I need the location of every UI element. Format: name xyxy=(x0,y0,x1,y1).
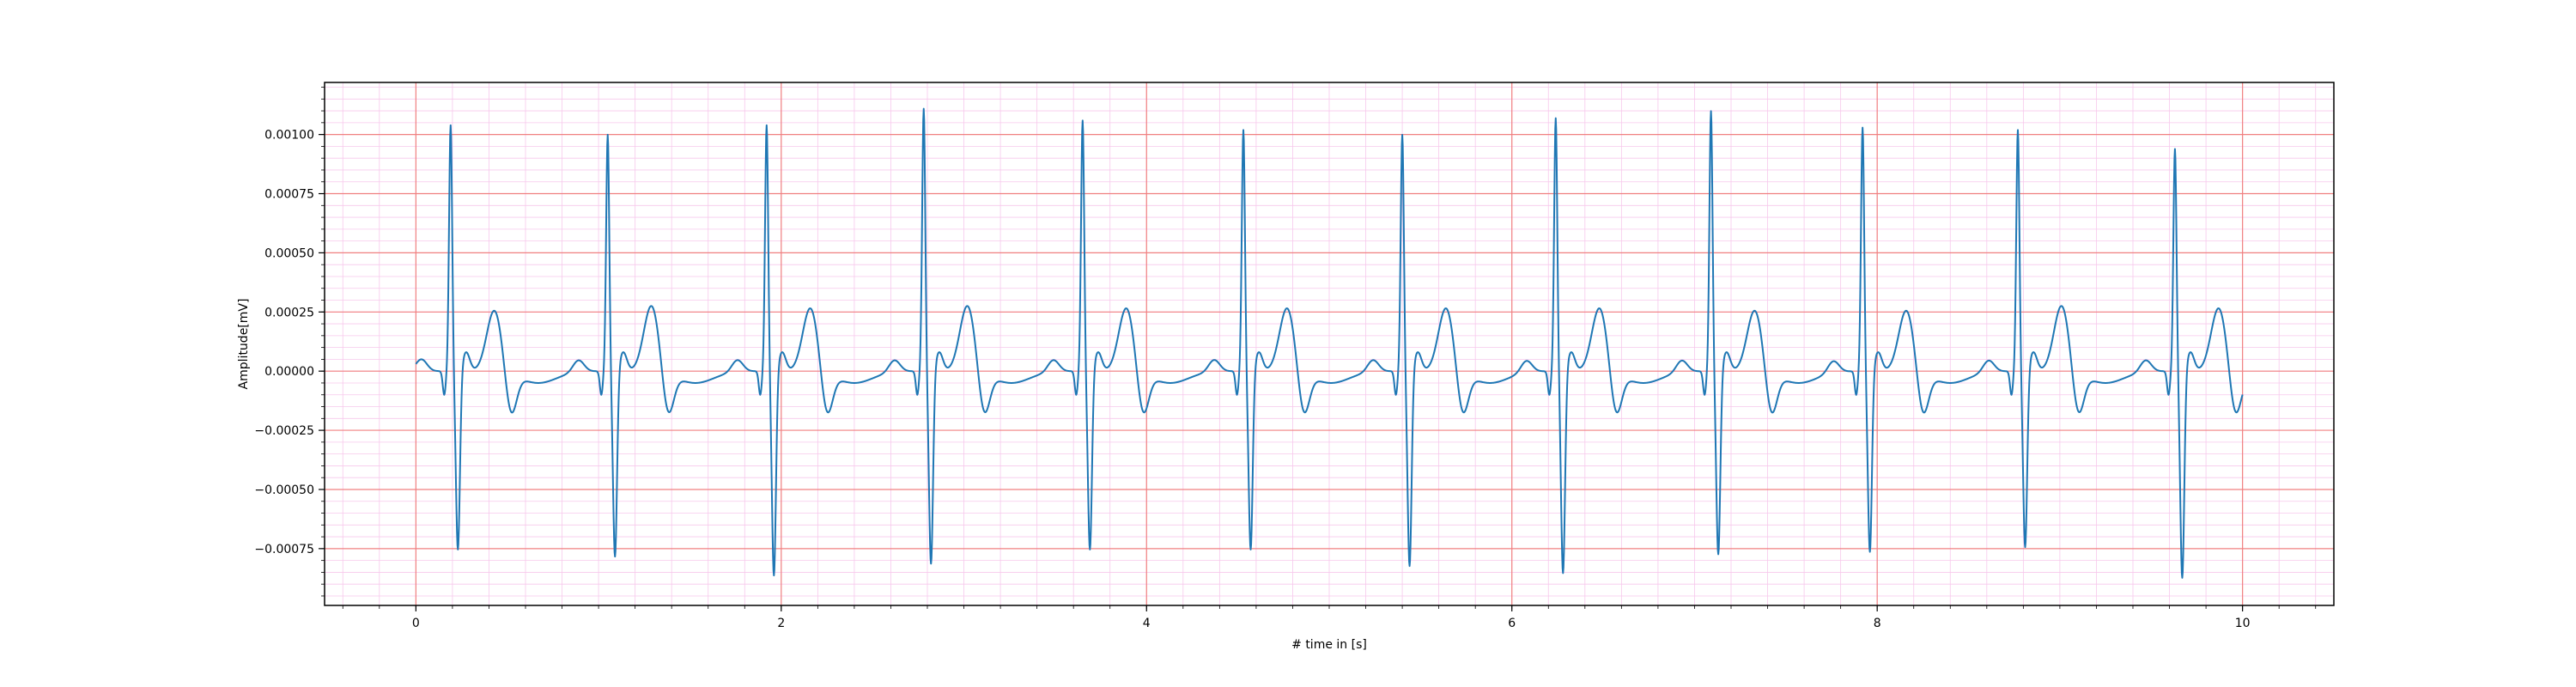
y-tick-label: 0.00075 xyxy=(264,188,314,202)
ecg-trace xyxy=(415,107,2244,579)
y-tick-label: −0.00050 xyxy=(254,483,314,497)
series-layer xyxy=(415,107,2244,579)
y-tick-label: 0.00025 xyxy=(264,306,314,319)
y-tick-label: −0.00025 xyxy=(254,424,314,438)
y-tick-label: 0.00000 xyxy=(264,365,314,379)
x-axis-label: # time in [s] xyxy=(1291,638,1367,652)
ticks: 0 2 4 6 8 10 0.00100 0.00075 0.00050 0.00025 0.000… xyxy=(254,87,2317,630)
x-tick-label: 0 xyxy=(412,617,420,630)
y-tick-label: 0.00050 xyxy=(264,246,314,260)
minor-grid xyxy=(325,82,2334,605)
y-axis-label: Amplitude[mV] xyxy=(237,299,251,390)
x-tick-label: 8 xyxy=(1874,617,1881,630)
x-tick-label: 2 xyxy=(777,617,785,630)
y-tick-label: 0.00100 xyxy=(264,129,314,143)
major-grid xyxy=(325,82,2334,605)
y-tick-label: −0.00075 xyxy=(254,543,314,556)
x-tick-label: 6 xyxy=(1508,617,1516,630)
x-tick-label: 10 xyxy=(2235,617,2251,630)
x-tick-label: 4 xyxy=(1143,617,1151,630)
